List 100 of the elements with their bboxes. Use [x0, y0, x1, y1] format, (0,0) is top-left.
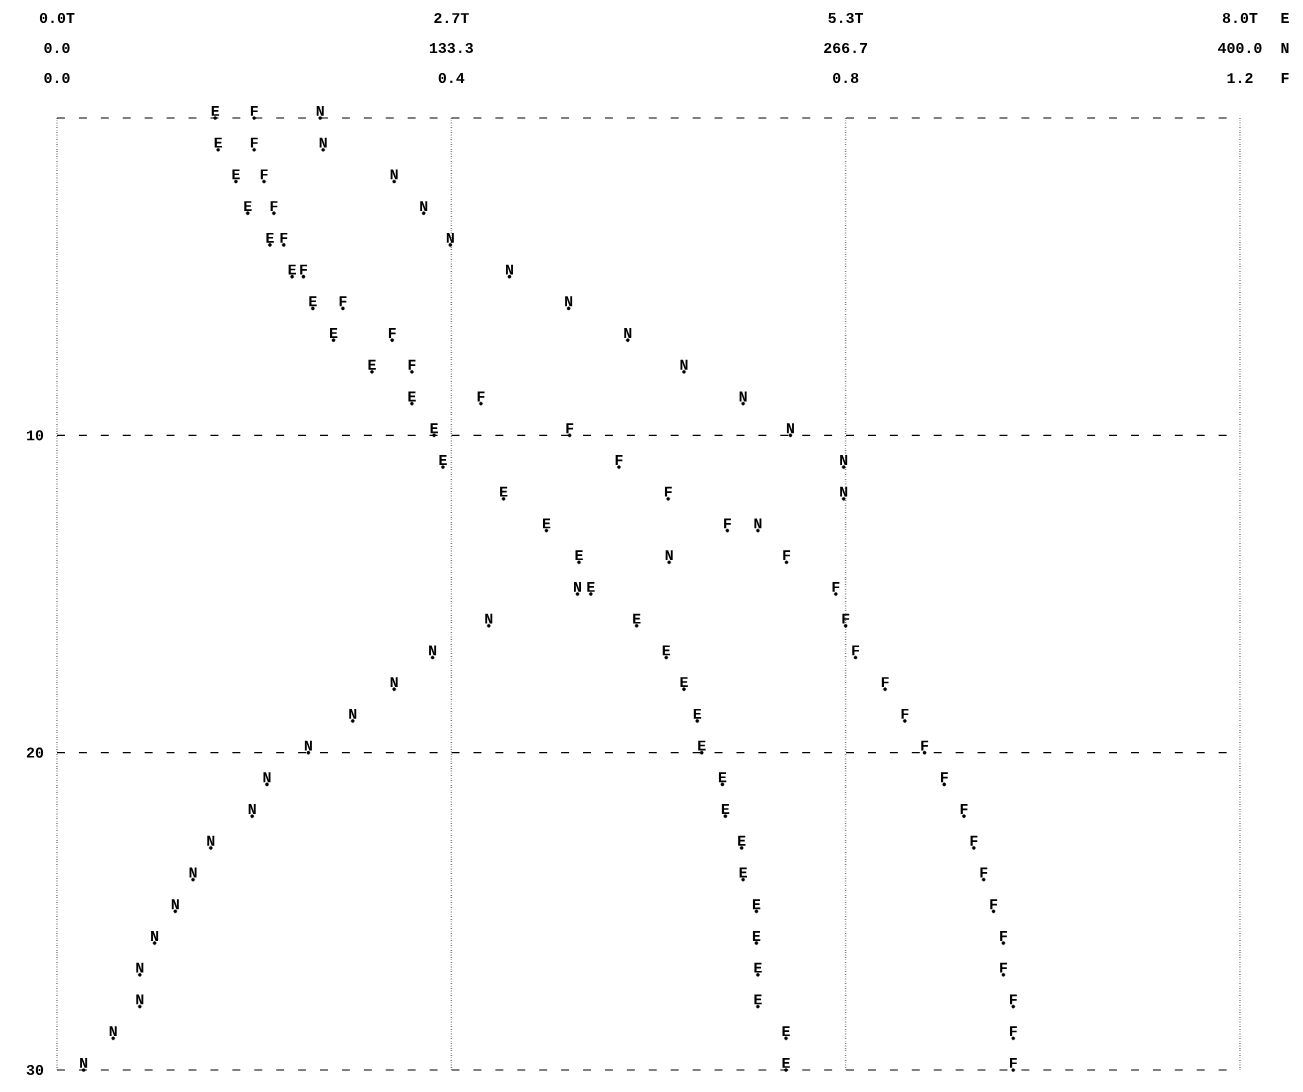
- text: N: [840, 455, 848, 465]
- text: N: [248, 804, 256, 814]
- text: N: [189, 867, 197, 878]
- text: N: [429, 645, 437, 656]
- text: E: [211, 105, 220, 116]
- text: E: [214, 137, 223, 148]
- point: [331, 338, 336, 342]
- point: [1011, 1036, 1016, 1041]
- text: N: [446, 232, 454, 243]
- x-axis-title: E: [1281, 13, 1289, 23]
- text: F: [990, 899, 998, 910]
- series-label: F: [388, 328, 396, 338]
- x2-axis-title: N: [1281, 43, 1289, 53]
- text: F: [842, 613, 850, 624]
- text: N: [739, 391, 747, 402]
- point: [1001, 973, 1006, 977]
- point: [903, 719, 907, 723]
- text: E: [500, 486, 508, 497]
- point: [834, 592, 838, 596]
- y-tick-label: 20: [26, 747, 44, 758]
- point: [666, 497, 671, 501]
- text: N: [316, 105, 324, 116]
- text: F: [1000, 962, 1007, 973]
- x-tick-label: 8.0T: [1222, 12, 1258, 24]
- point: [784, 1036, 788, 1041]
- x-tick-label: 2.7T: [434, 13, 469, 23]
- point: [268, 243, 272, 247]
- text: F: [664, 486, 672, 497]
- text: E: [232, 169, 240, 180]
- text: F: [566, 423, 574, 434]
- point: [784, 560, 789, 565]
- text: N: [319, 137, 327, 148]
- text: E: [782, 1026, 790, 1037]
- point: [617, 465, 621, 469]
- text: E: [309, 296, 317, 307]
- text: E: [662, 645, 671, 656]
- text: F: [832, 581, 840, 592]
- text: F: [1009, 1057, 1017, 1068]
- text: F: [881, 677, 889, 688]
- point: [390, 338, 394, 342]
- text: N: [136, 962, 144, 973]
- text: F: [615, 455, 623, 465]
- text: N: [390, 169, 398, 180]
- y-tick-label: 30: [26, 1064, 44, 1076]
- text: N: [665, 550, 673, 561]
- text: F: [280, 232, 288, 243]
- text: N: [565, 296, 573, 307]
- point: [883, 687, 887, 691]
- text: E: [542, 518, 551, 529]
- text: E: [575, 550, 583, 561]
- point: [213, 116, 218, 120]
- text: N: [171, 899, 179, 910]
- text: F: [1009, 994, 1017, 1005]
- text: N: [754, 518, 762, 529]
- text: E: [738, 835, 746, 846]
- point: [784, 1068, 788, 1072]
- x-tick-label: 0.0T: [39, 12, 75, 24]
- text: E: [718, 772, 727, 783]
- text: E: [368, 359, 376, 370]
- text: F: [724, 518, 731, 529]
- point: [756, 973, 760, 977]
- text: N: [304, 740, 312, 751]
- text: N: [574, 581, 581, 592]
- text: F: [339, 296, 347, 307]
- point: [370, 370, 374, 374]
- y-tick-label: 10: [27, 430, 44, 441]
- text: F: [250, 105, 258, 116]
- text: N: [840, 486, 848, 497]
- text: E: [739, 867, 747, 878]
- text: E: [754, 962, 762, 973]
- text: F: [408, 359, 416, 370]
- x2-tick-label: 0.0: [44, 42, 70, 54]
- point: [962, 814, 966, 818]
- text: E: [430, 423, 438, 434]
- text: E: [288, 264, 296, 275]
- text: N: [420, 201, 428, 212]
- x-tick-label: 0.4: [438, 72, 465, 84]
- text: F: [921, 740, 929, 751]
- point: [723, 814, 728, 818]
- text: N: [786, 423, 794, 434]
- text: N: [390, 677, 398, 688]
- text: N: [136, 994, 144, 1005]
- text: E: [244, 201, 252, 212]
- point: [972, 846, 976, 850]
- text: N: [263, 772, 271, 783]
- text: E: [698, 740, 706, 751]
- text: E: [330, 328, 338, 338]
- x2-tick-label: 400.0: [1218, 42, 1262, 54]
- text: E: [408, 391, 416, 402]
- text: E: [752, 931, 761, 941]
- text: N: [349, 708, 357, 719]
- text: N: [485, 613, 493, 624]
- text: F: [477, 391, 485, 402]
- text: E: [633, 613, 641, 624]
- point: [252, 116, 256, 120]
- point: [272, 211, 276, 215]
- point: [441, 465, 445, 469]
- text: E: [754, 994, 762, 1005]
- x2-tick-label: 266.7: [824, 42, 868, 54]
- text: N: [109, 1026, 117, 1037]
